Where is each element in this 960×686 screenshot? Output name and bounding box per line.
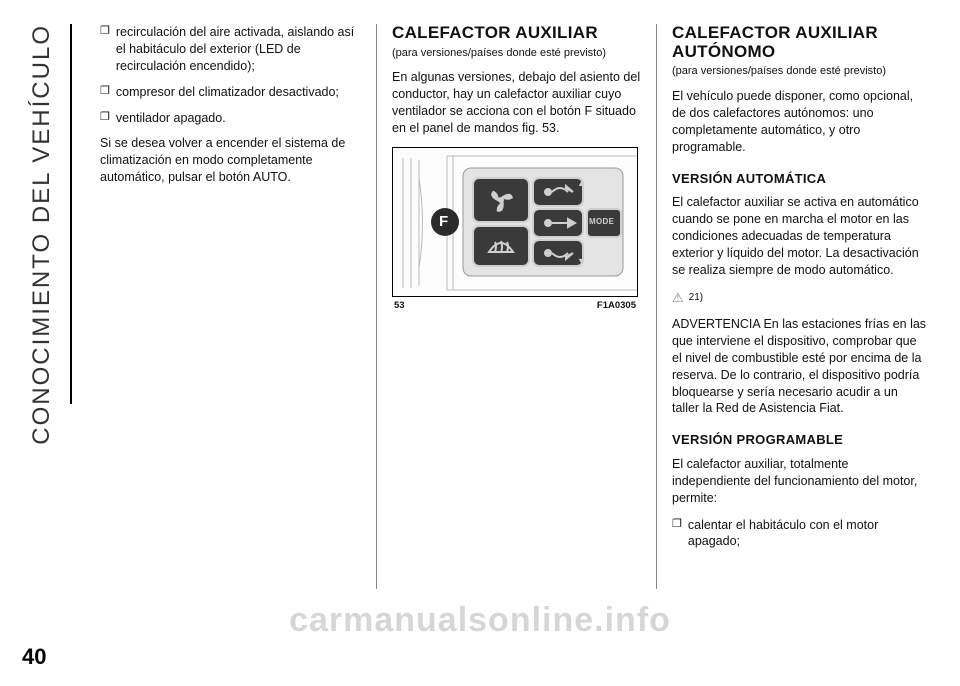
paragraph: Si se desea volver a encender el sistema… bbox=[100, 135, 356, 186]
subheading: VERSIÓN PROGRAMABLE bbox=[672, 431, 928, 449]
list-item-text: ventilador apagado. bbox=[116, 110, 356, 127]
list-item: ❐ calentar el habitáculo con el motor ap… bbox=[672, 517, 928, 551]
bullet-icon: ❐ bbox=[100, 110, 110, 127]
paragraph: El calefactor auxiliar se activa en auto… bbox=[672, 194, 928, 278]
subheading: VERSIÓN AUTOMÁTICA bbox=[672, 170, 928, 188]
list-item: ❐ compresor del climatizador desactivado… bbox=[100, 84, 356, 101]
svg-text:▼: ▼ bbox=[577, 256, 586, 266]
figure-53: ▲ ▼ bbox=[392, 147, 638, 313]
column-1: ❐ recirculación del aire activada, aisla… bbox=[100, 24, 356, 196]
list-item-text: calentar el habitáculo con el motor apag… bbox=[688, 517, 928, 551]
heading: CALEFACTOR AUXILIAR AUTÓNOMO bbox=[672, 24, 928, 61]
column-3: CALEFACTOR AUXILIAR AUTÓNOMO (para versi… bbox=[672, 24, 928, 559]
section-side-tab: CONOCIMIENTO DEL VEHÍCULO bbox=[28, 24, 56, 445]
figure-badge-letter: F bbox=[439, 212, 448, 232]
page-number: 40 bbox=[22, 644, 46, 670]
list-item-text: recirculación del aire activada, aisland… bbox=[116, 24, 356, 75]
warning-reference: ⚠ 21) bbox=[672, 289, 928, 307]
warning-triangle-icon: ⚠ bbox=[672, 289, 684, 307]
side-vertical-rule bbox=[70, 24, 72, 404]
heading: CALEFACTOR AUXILIAR bbox=[392, 24, 648, 43]
paragraph: El vehículo puede disponer, como opciona… bbox=[672, 88, 928, 156]
bullet-icon: ❐ bbox=[100, 24, 110, 75]
paragraph: El calefactor auxiliar, totalmente indep… bbox=[672, 456, 928, 507]
column-divider bbox=[376, 24, 377, 589]
advertencia-paragraph: ADVERTENCIA En las estaciones frías en l… bbox=[672, 316, 928, 417]
bullet-icon: ❐ bbox=[100, 84, 110, 101]
mode-button-label: MODE bbox=[589, 217, 614, 228]
list-item-text: compresor del climatizador desactivado; bbox=[116, 84, 356, 101]
warning-ref-number: 21) bbox=[689, 291, 703, 305]
svg-text:▲: ▲ bbox=[577, 178, 586, 188]
figure-code: F1A0305 bbox=[597, 300, 636, 313]
paragraph: En algunas versiones, debajo del asiento… bbox=[392, 69, 648, 137]
figure-frame: ▲ ▼ bbox=[392, 147, 638, 297]
watermark: carmanualsonline.info bbox=[0, 601, 960, 640]
bullet-icon: ❐ bbox=[672, 517, 682, 551]
column-divider bbox=[656, 24, 657, 589]
column-2: CALEFACTOR AUXILIAR (para versiones/país… bbox=[392, 24, 648, 313]
list-item: ❐ recirculación del aire activada, aisla… bbox=[100, 24, 356, 75]
list-item: ❐ ventilador apagado. bbox=[100, 110, 356, 127]
subtitle: (para versiones/países donde esté previs… bbox=[672, 65, 928, 79]
figure-number: 53 bbox=[394, 300, 405, 313]
subtitle: (para versiones/países donde esté previs… bbox=[392, 47, 648, 61]
